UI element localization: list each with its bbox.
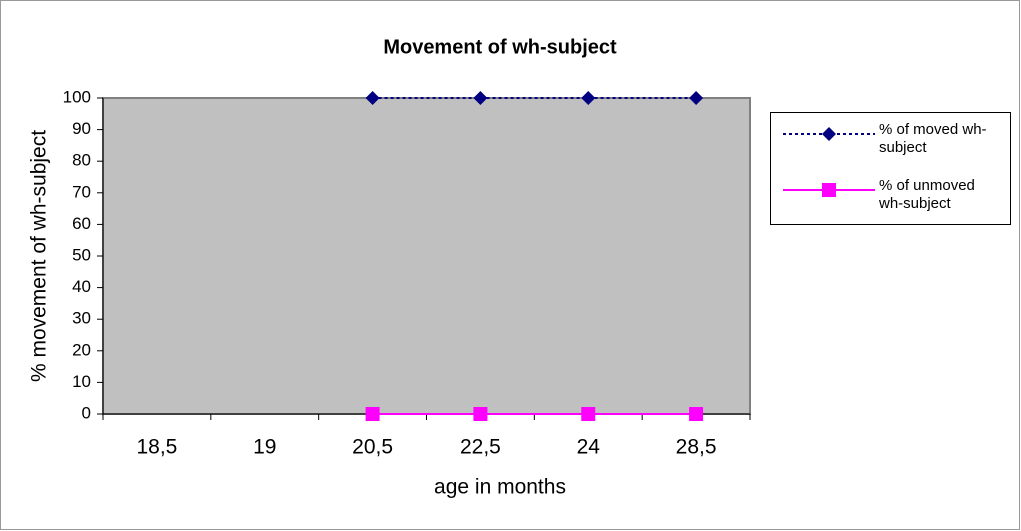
data-point (473, 91, 488, 105)
data-point (581, 91, 596, 105)
legend-swatch (783, 127, 875, 141)
x-tick-label: 28,5 (676, 436, 717, 459)
y-tick-label: 10 (72, 372, 91, 391)
legend-label: % of unmoved wh-subject (879, 177, 975, 212)
y-tick-label: 100 (63, 87, 91, 106)
legend-item: % of unmoved wh-subject (771, 177, 1011, 227)
legend-label: % of moved wh-subject (879, 121, 987, 156)
y-tick-label: 60 (72, 214, 91, 233)
legend-marker (822, 183, 836, 197)
x-axis-label: age in months (434, 476, 566, 499)
data-point (473, 407, 488, 421)
y-axis-label: % movement of wh-subject (28, 130, 51, 382)
data-point (689, 91, 704, 105)
y-tick-label: 80 (72, 151, 91, 170)
y-tick-label: 0 (82, 403, 91, 422)
x-tick-label: 20,5 (352, 436, 393, 459)
data-point (365, 407, 380, 421)
y-tick-label: 70 (72, 182, 91, 201)
y-tick-label: 30 (72, 309, 91, 328)
legend: % of moved wh-subject % of unmoved wh-sub… (770, 112, 1011, 225)
data-point (365, 91, 380, 105)
y-tick-label: 50 (72, 245, 91, 264)
y-tick-label: 40 (72, 277, 91, 296)
x-tick-label: 22,5 (460, 436, 501, 459)
x-tick-label: 19 (253, 436, 276, 459)
x-tick-label: 24 (577, 436, 601, 459)
legend-marker (822, 127, 836, 141)
data-point (581, 407, 596, 421)
chart-title: Movement of wh-subject (383, 36, 617, 58)
legend-swatch (783, 183, 875, 197)
plot-area (102, 97, 751, 415)
y-tick-label: 20 (72, 340, 91, 359)
legend-item: % of moved wh-subject (771, 121, 1011, 171)
data-point (689, 407, 704, 421)
x-tick-label: 18,5 (136, 436, 177, 459)
y-tick-label: 90 (72, 119, 91, 138)
